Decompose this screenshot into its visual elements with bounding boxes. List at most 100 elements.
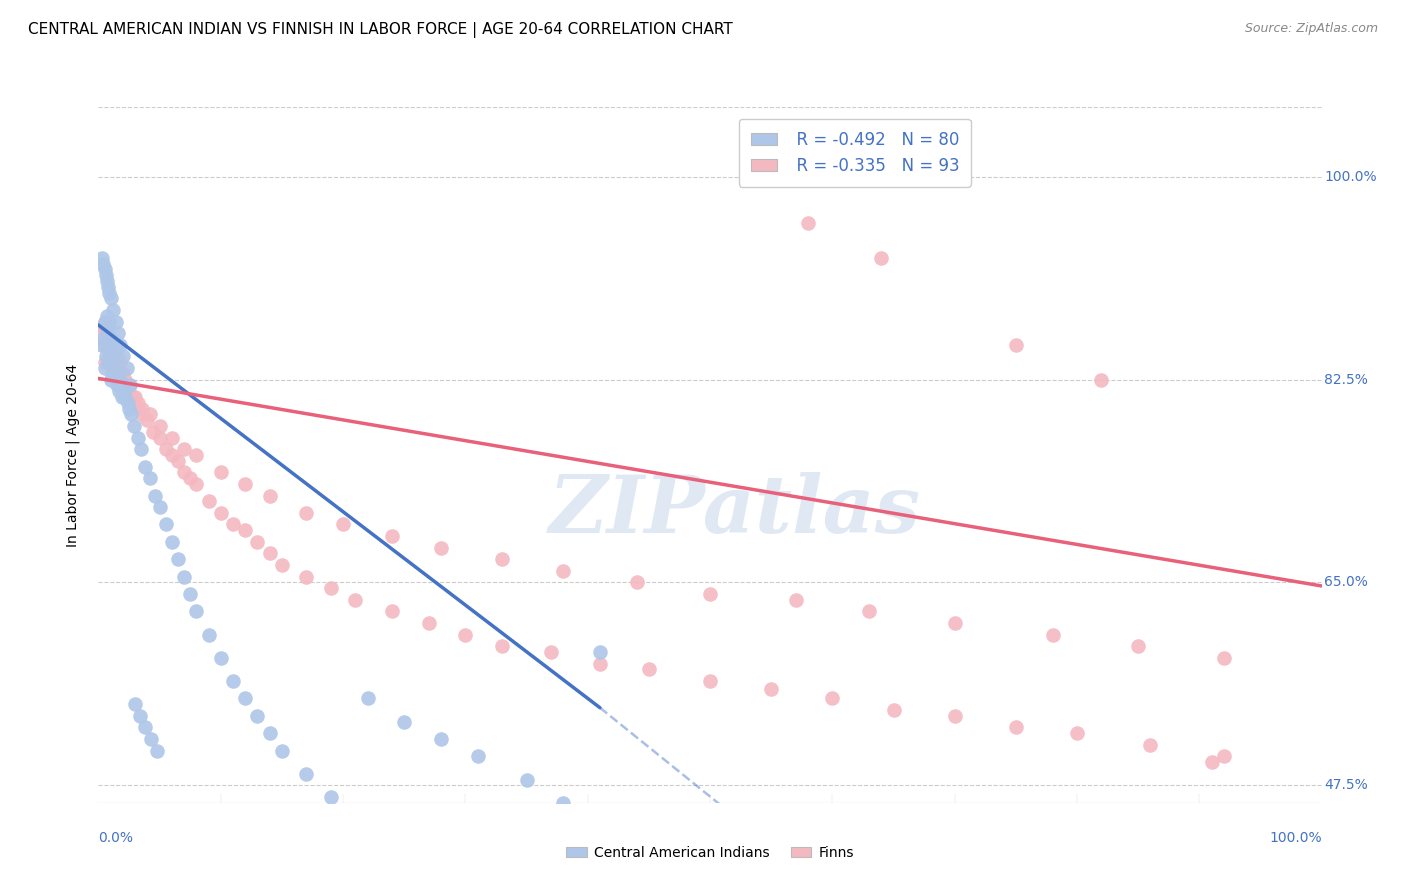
Point xyxy=(259,726,281,740)
Point xyxy=(107,367,129,381)
Point xyxy=(1212,651,1234,665)
Point xyxy=(319,582,342,596)
Legend: Central American Indians, Finns: Central American Indians, Finns xyxy=(561,840,859,865)
Text: 82.5%: 82.5% xyxy=(1324,373,1368,386)
Point xyxy=(131,407,153,422)
Point xyxy=(96,309,118,323)
Point xyxy=(121,390,143,404)
Point xyxy=(101,355,124,369)
Point xyxy=(821,691,844,706)
Point xyxy=(111,390,134,404)
Point xyxy=(259,489,281,503)
Point xyxy=(155,442,177,457)
Point xyxy=(127,396,149,410)
Point xyxy=(222,517,245,532)
Point xyxy=(94,326,117,341)
Point xyxy=(197,628,219,642)
Point xyxy=(110,355,132,369)
Point xyxy=(259,546,281,560)
Point xyxy=(94,268,117,282)
Point xyxy=(173,466,195,480)
Point xyxy=(491,640,513,654)
Point xyxy=(107,361,129,376)
Point xyxy=(761,682,783,697)
Point xyxy=(94,320,117,334)
Point xyxy=(233,476,256,491)
Point xyxy=(97,338,120,352)
Point xyxy=(96,332,118,346)
Point xyxy=(160,448,183,462)
Point xyxy=(295,506,318,520)
Point xyxy=(430,731,453,746)
Point xyxy=(173,442,195,457)
Point xyxy=(105,350,128,364)
Text: ZIPatlas: ZIPatlas xyxy=(548,472,921,549)
Text: 47.5%: 47.5% xyxy=(1324,779,1368,792)
Point xyxy=(146,744,169,758)
Point xyxy=(699,674,721,689)
Point xyxy=(114,373,136,387)
Y-axis label: In Labor Force | Age 20-64: In Labor Force | Age 20-64 xyxy=(66,363,80,547)
Point xyxy=(295,766,318,781)
Point xyxy=(430,541,453,555)
Point xyxy=(93,361,115,376)
Point xyxy=(122,419,145,434)
Point xyxy=(160,534,183,549)
Point xyxy=(100,343,122,358)
Point xyxy=(637,663,661,677)
Text: Source: ZipAtlas.com: Source: ZipAtlas.com xyxy=(1244,22,1378,36)
Point xyxy=(93,355,115,369)
Point xyxy=(209,651,232,665)
Point xyxy=(553,796,575,810)
Point xyxy=(120,407,142,422)
Point xyxy=(1004,721,1026,735)
Text: 0.0%: 0.0% xyxy=(98,830,134,845)
Point xyxy=(107,326,129,341)
Point xyxy=(91,326,114,341)
Point xyxy=(111,367,134,381)
Point xyxy=(97,326,120,341)
Point xyxy=(139,407,162,422)
Point xyxy=(173,569,195,583)
Point xyxy=(209,506,232,520)
Point xyxy=(858,605,880,619)
Point xyxy=(96,274,118,288)
Point xyxy=(104,315,127,329)
Point xyxy=(246,708,269,723)
Point xyxy=(118,378,141,392)
Point xyxy=(1128,640,1150,654)
Point xyxy=(540,645,562,659)
Point xyxy=(332,517,354,532)
Point xyxy=(392,714,416,729)
Point xyxy=(143,489,166,503)
Point xyxy=(381,529,404,543)
Point xyxy=(553,564,575,578)
Point xyxy=(515,772,537,787)
Point xyxy=(356,691,378,706)
Text: 65.0%: 65.0% xyxy=(1324,575,1368,590)
Point xyxy=(186,476,208,491)
Point xyxy=(491,552,513,566)
Point xyxy=(344,592,367,607)
Point xyxy=(98,343,121,358)
Point xyxy=(97,355,120,369)
Point xyxy=(155,517,177,532)
Point xyxy=(117,396,139,410)
Point xyxy=(91,251,114,265)
Point xyxy=(98,285,121,300)
Point xyxy=(134,721,156,735)
Point xyxy=(160,431,183,445)
Point xyxy=(785,592,807,607)
Point xyxy=(100,332,122,346)
Point xyxy=(699,587,721,601)
Point xyxy=(589,645,612,659)
Point xyxy=(131,401,153,416)
Point xyxy=(100,332,122,346)
Point xyxy=(233,523,256,537)
Point xyxy=(626,575,648,590)
Point xyxy=(93,262,115,277)
Point xyxy=(112,384,135,399)
Point xyxy=(111,378,134,392)
Point xyxy=(179,471,201,485)
Point xyxy=(149,419,172,434)
